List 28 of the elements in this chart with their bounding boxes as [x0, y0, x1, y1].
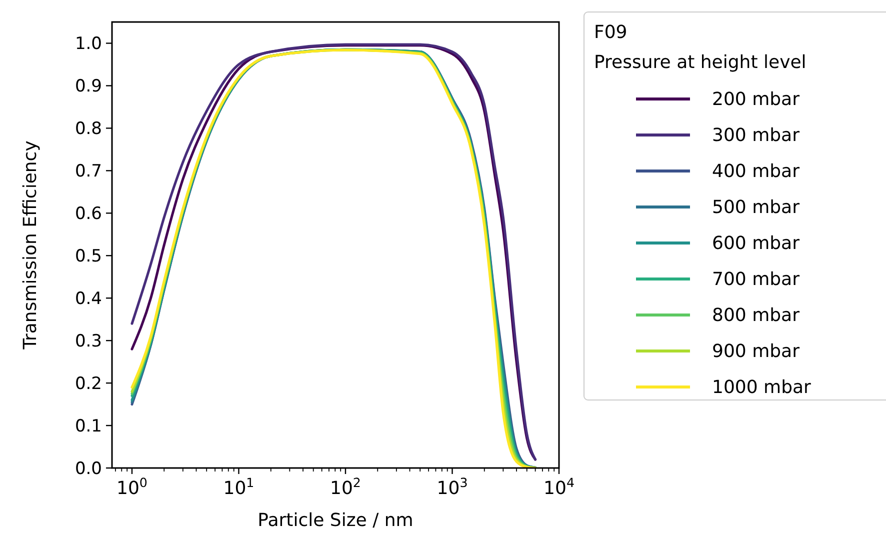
legend-label: 1000 mbar: [712, 377, 812, 398]
legend-label: 800 mbar: [712, 305, 800, 326]
legend-label: 300 mbar: [712, 125, 800, 146]
x-axis-title: Particle Size / nm: [258, 510, 414, 531]
y-tick-label: 0.6: [74, 204, 102, 224]
y-tick-label: 0.2: [74, 374, 102, 394]
legend-title: F09 Pressure at height level: [594, 22, 806, 73]
y-tick-label: 1.0: [74, 34, 102, 54]
legend-label: 400 mbar: [712, 161, 800, 182]
y-tick-label: 0.1: [74, 416, 102, 437]
y-tick-label: 0.9: [74, 76, 102, 97]
y-tick-label: 0.3: [74, 332, 102, 352]
y-axis-title: Transmission Efficiency: [20, 140, 41, 350]
x-tick-label: 10$^{1}$: [223, 474, 254, 499]
x-tick-label: 10$^{2}$: [330, 474, 361, 499]
legend-label: 500 mbar: [712, 197, 800, 218]
y-tick-label: 0.0: [74, 459, 102, 479]
y-tick-label: 0.7: [74, 162, 102, 182]
legend-label: 200 mbar: [712, 89, 800, 110]
legend-label: 600 mbar: [712, 233, 800, 254]
x-tick-label: 10$^{3}$: [436, 474, 468, 499]
legend-label: 900 mbar: [712, 341, 800, 362]
legend-label: 700 mbar: [712, 269, 800, 290]
x-tick-label: 10$^{4}$: [544, 474, 574, 499]
y-tick-label: 0.4: [74, 289, 102, 310]
y-tick-label: 0.8: [74, 119, 102, 140]
x-tick-label: 10$^{0}$: [116, 474, 148, 499]
y-tick-label: 0.5: [74, 246, 102, 267]
